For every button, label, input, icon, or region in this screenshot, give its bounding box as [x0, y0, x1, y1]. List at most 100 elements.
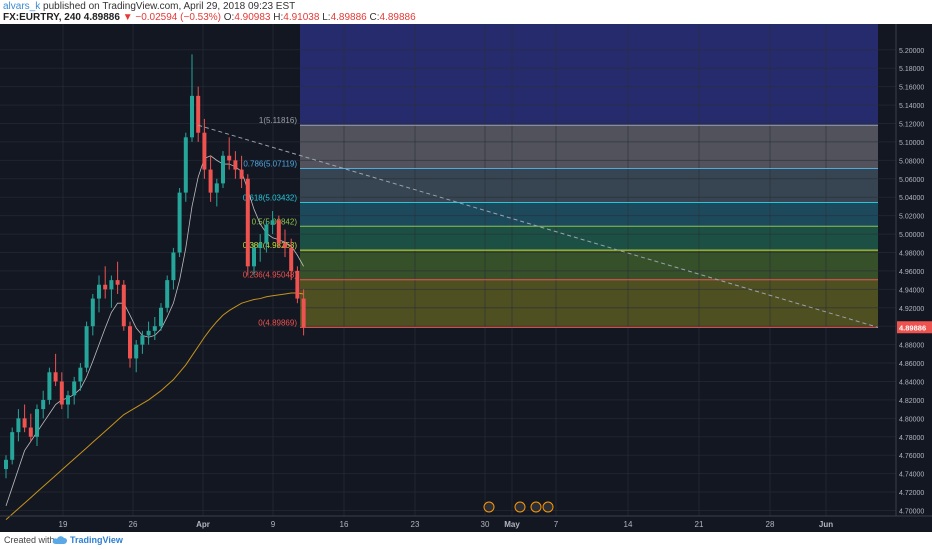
close-label: C: [369, 12, 380, 23]
price-tick-label: 4.98000 [899, 250, 924, 257]
candle-body [190, 95, 194, 138]
price-tick-label: 5.04000 [899, 195, 924, 202]
price-tick-label: 5.12000 [899, 122, 924, 129]
event-marker-icon [514, 501, 526, 513]
chart-footer: Created with TradingView [0, 532, 932, 550]
price-tick-label: 4.88000 [899, 343, 924, 350]
time-tick-label: Jun [819, 520, 833, 529]
last-price: 4.89886 [83, 12, 120, 23]
candle-body [35, 409, 39, 437]
price-tick-label: 4.72000 [899, 490, 924, 497]
time-tick-label: 30 [481, 520, 490, 529]
event-marker-icon [483, 501, 495, 513]
candle-body [115, 280, 120, 285]
event-marker-icon [530, 501, 542, 513]
price-tick-label: 5.18000 [899, 66, 924, 73]
candle-body [109, 280, 114, 290]
fib-label-0.236: 0.236(4.95048) [243, 271, 298, 280]
candle-body [28, 427, 33, 437]
candle-body [233, 160, 238, 170]
low-label: L: [322, 12, 331, 23]
fib-zone-1 [300, 125, 878, 169]
fib-label-0.618: 0.618(5.03432) [243, 193, 298, 202]
fib-label-0.786: 0.786(5.07119) [243, 159, 297, 168]
close-value: 4.89886 [379, 12, 416, 23]
price-tick-label: 4.80000 [899, 416, 924, 423]
price-tick-label: 5.16000 [899, 85, 924, 92]
current-price-label: 4.89886 [899, 323, 926, 332]
created-with-label: Created with [4, 535, 55, 545]
candle-body [252, 247, 256, 267]
price-tick-label: 5.14000 [899, 103, 924, 110]
candle-body [41, 399, 46, 410]
time-tick-label: 9 [271, 520, 276, 529]
time-tick-label: May [504, 520, 520, 529]
candle-body [202, 132, 207, 170]
candle-body [47, 372, 52, 400]
author-link[interactable]: alvars_k [3, 1, 41, 12]
candle-body [90, 298, 95, 327]
candle-body [258, 243, 263, 248]
candle-body [221, 155, 225, 184]
fib-zone-0.618 [300, 202, 878, 227]
candle-body [53, 372, 58, 382]
candle-body [72, 381, 77, 396]
candle-body [295, 270, 300, 299]
price-tick-label: 4.86000 [899, 361, 924, 368]
price-tick-label: 4.84000 [899, 379, 924, 386]
price-tick-label: 4.76000 [899, 453, 924, 460]
high-value: 4.91038 [283, 12, 320, 23]
candle-body [4, 459, 8, 470]
fib-label-0: 0(4.89869) [258, 318, 297, 327]
price-change: ▼ −0.02594 (−0.53%) [122, 12, 221, 23]
fib-label-1: 1(5.11816) [259, 116, 297, 125]
fib-label-0.382: 0.382(4.98253) [243, 241, 298, 250]
ohlc-values: O:4.90983 H:4.91038 L:4.89886 C:4.89886 [224, 12, 416, 23]
candle-body [22, 418, 27, 428]
time-tick-label: 21 [695, 520, 704, 529]
fib-zone-top [300, 24, 878, 126]
candle-body [276, 220, 281, 244]
price-tick-label: 4.74000 [899, 472, 924, 479]
time-tick-label: 28 [766, 520, 775, 529]
candle-body [78, 367, 83, 382]
price-tick-label: 5.08000 [899, 158, 924, 165]
candle-body [289, 247, 294, 271]
price-tick-label: 5.00000 [899, 232, 924, 239]
candle-body [146, 330, 151, 336]
candle-body [121, 284, 126, 327]
tradingview-cloud-icon [52, 536, 68, 544]
candle-body [239, 169, 244, 179]
chart-header: alvars_k published on TradingView.com, A… [0, 0, 932, 24]
time-tick-label: Apr [196, 520, 210, 529]
candle-body [183, 137, 188, 193]
candle-body [245, 178, 250, 267]
price-tick-label: 4.94000 [899, 287, 924, 294]
candle-body [264, 224, 269, 244]
candle-body [59, 381, 64, 405]
tradingview-brand[interactable]: TradingView [70, 535, 123, 545]
ma-slow-line [5, 292, 304, 521]
symbol-label: FX:EURTRY, 240 [3, 12, 81, 23]
fib-zone-0.382 [300, 250, 878, 280]
current-price-badge [897, 321, 932, 334]
candle-body [177, 192, 182, 253]
candle-body [10, 432, 15, 460]
open-label: O: [223, 12, 235, 23]
price-tick-label: 5.20000 [899, 48, 924, 55]
price-tick-label: 4.92000 [899, 306, 924, 313]
candle-body [171, 252, 176, 281]
candle-body [97, 284, 101, 299]
trend-line [198, 124, 879, 328]
event-marker-icon [542, 501, 554, 513]
candle-body [165, 280, 170, 308]
fib-zone-0.5 [300, 226, 878, 251]
price-tick-label: 4.78000 [899, 435, 924, 442]
candle-body [128, 326, 132, 359]
time-tick-label: 16 [340, 520, 349, 529]
candle-body [208, 169, 213, 193]
published-info: published on TradingView.com, April 29, … [43, 1, 296, 12]
low-value: 4.89886 [330, 12, 367, 23]
price-chart[interactable]: 1(5.11816) 0.786(5.07119) 0.618(5.03432) 0.… [0, 24, 932, 532]
